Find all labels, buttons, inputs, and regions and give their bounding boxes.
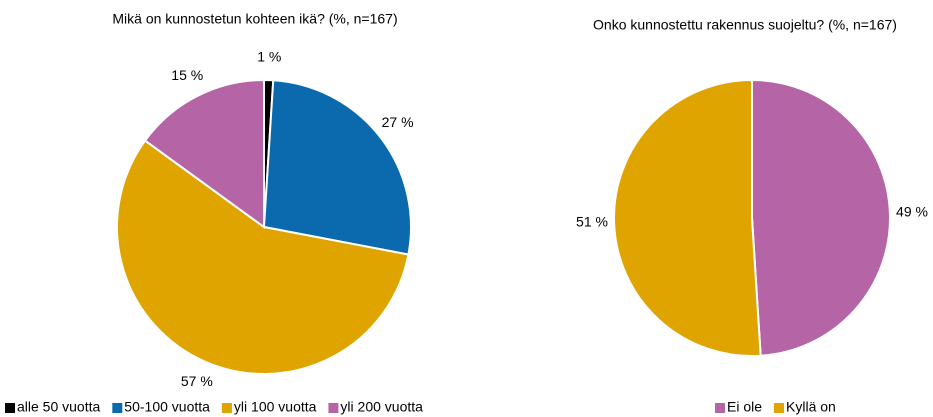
data-label: 49 % <box>896 204 928 220</box>
legend-label: Ei ole <box>727 399 762 415</box>
data-label: 15 % <box>171 67 203 83</box>
data-label: 57 % <box>181 373 213 389</box>
legend-label: 50-100 vuotta <box>124 399 210 415</box>
legend-swatch <box>221 403 232 413</box>
legend-label: alle 50 vuotta <box>17 399 100 415</box>
legend-swatch <box>112 403 123 413</box>
legend-label: yli 200 vuotta <box>340 399 423 415</box>
pie-slice <box>116 139 410 375</box>
legend-label: Kyllä on <box>786 399 836 415</box>
pie-slice <box>613 78 762 357</box>
legend-swatch <box>328 403 339 413</box>
data-label: 51 % <box>576 214 608 230</box>
legend-swatch <box>5 403 15 413</box>
data-label: 1 % <box>257 49 281 65</box>
chart-title: Onko kunnostettu rakennus suojeltu? (%, … <box>593 17 897 33</box>
pie-slice <box>262 79 412 256</box>
legend-swatch <box>774 403 785 413</box>
legend-label: yli 100 vuotta <box>234 399 317 415</box>
pie-slice <box>751 78 891 357</box>
pie-slice <box>143 78 265 229</box>
data-label: 27 % <box>382 114 414 130</box>
chart-title: Mikä on kunnostetun kohteen ikä? (%, n=1… <box>112 11 397 27</box>
legend-swatch <box>715 403 725 413</box>
